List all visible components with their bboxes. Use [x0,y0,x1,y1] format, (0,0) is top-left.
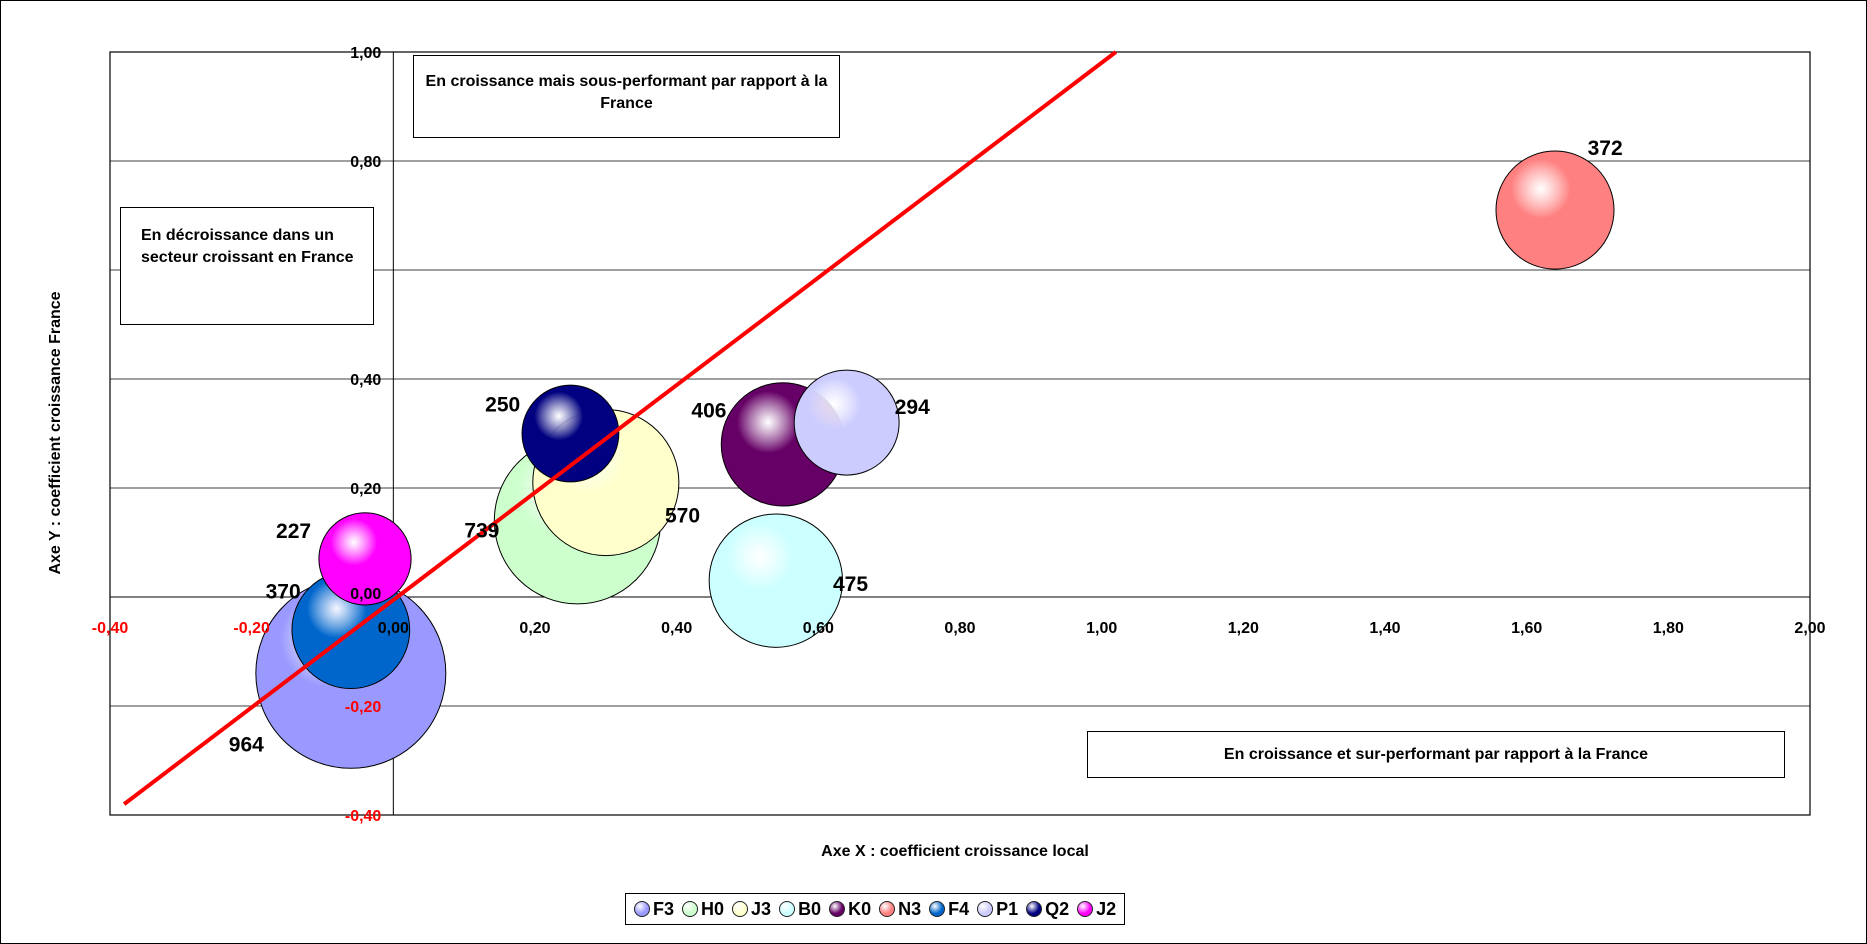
legend-label: F3 [653,898,675,919]
legend-item-h0: H0 [682,899,724,920]
x-tick-label: 0,20 [519,620,550,637]
legend-item-f3: F3 [634,899,674,920]
reference-line [122,50,1118,806]
legend-swatch [977,901,994,917]
legend-label: H0 [701,898,725,919]
legend-swatch [732,901,749,917]
legend-swatch [829,901,846,917]
x-tick-label: 0,80 [944,620,975,637]
x-tick-label: -0,40 [92,620,129,637]
legend-swatch [634,901,650,917]
annotation-top: En croissance mais sous-performant par r… [413,55,840,138]
reference-line-group [122,50,1118,806]
y-axis-title: Axe Y : coefficient croissance France [47,291,64,574]
legend-item-q2: Q2 [1026,899,1069,920]
bubble-value-label: 250 [485,393,520,416]
legend-item-f4: F4 [929,899,969,920]
bubble-value-label: 964 [229,734,264,757]
y-tick-label: 0,40 [350,372,381,389]
legend-label: K0 [848,898,872,919]
bubble-value-label: 739 [464,520,499,543]
legend-swatch [1026,901,1043,917]
y-tick-label: 1,00 [350,45,381,62]
legend-swatch [879,901,896,917]
legend-label: F4 [948,898,970,919]
y-tick-label: 0,20 [350,481,381,498]
bubble-value-label: 227 [276,520,311,543]
x-tick-label: 1,60 [1511,620,1542,637]
x-tick-label: 1,20 [1228,620,1259,637]
x-axis-title: Axe X : coefficient croissance local [821,843,1089,860]
tick-labels: -0,40 -0,20 0,00 0,20 0,40 0,60 0,80 1,00 1,20 1,… [92,45,1826,825]
bubble-value-label: 372 [1588,137,1623,160]
y-tick-label: -0,20 [345,699,382,716]
bubble-value-label: 370 [266,580,301,603]
bubble-labels: 964 739 570 475 406 372 370 294 250 227 [229,137,1623,756]
bubble-value-label: 475 [833,573,868,596]
bubble-value-label: 294 [895,396,930,419]
annotation-left: En décroissance dans un secteur croissan… [120,207,374,325]
x-tick-label: 1,40 [1369,620,1400,637]
x-tick-label: 0,60 [803,620,834,637]
bubbles [255,150,1615,769]
y-tick-label: -0,40 [345,808,382,825]
legend-item-p1: P1 [977,899,1018,920]
bubble-value-label: 406 [691,399,726,422]
bubble-n3 [1495,150,1615,270]
legend-item-b0: B0 [779,899,821,920]
x-tick-label: 1,00 [1086,620,1117,637]
x-tick-label: 0,40 [661,620,692,637]
x-tick-label: -0,20 [233,620,270,637]
legend-label: B0 [798,898,822,919]
legend-label: J3 [751,898,772,919]
legend-swatch [1077,901,1094,917]
legend-item-j3: J3 [732,899,771,920]
legend-swatch [929,901,946,917]
bubble-q2 [521,384,620,483]
x-tick-label: 1,80 [1653,620,1684,637]
bubble-value-label: 570 [665,504,700,527]
y-tick-label: 0,80 [350,154,381,171]
x-tick-label: 0,00 [378,620,409,637]
legend-label: P1 [996,898,1019,919]
legend-item-k0: K0 [829,899,871,920]
legend-swatch [682,901,699,917]
y-tick-label: 0,00 [350,586,381,603]
legend-label: J2 [1096,898,1117,919]
legend-item-n3: N3 [879,899,921,920]
legend-item-j2: J2 [1077,899,1116,920]
x-tick-label: 2,00 [1794,620,1825,637]
bubble-j2 [318,512,412,606]
legend-label: Q2 [1045,898,1070,919]
bubble-p1 [793,369,900,476]
annotation-bottom-right: En croissance et sur-performant par rapp… [1087,731,1785,778]
bubble-b0 [708,513,844,648]
legend-swatch [779,901,796,917]
legend: F3 H0 J3 B0 K0 N3 F4 P1 Q2 J2 [625,893,1126,925]
legend-label: N3 [898,898,922,919]
